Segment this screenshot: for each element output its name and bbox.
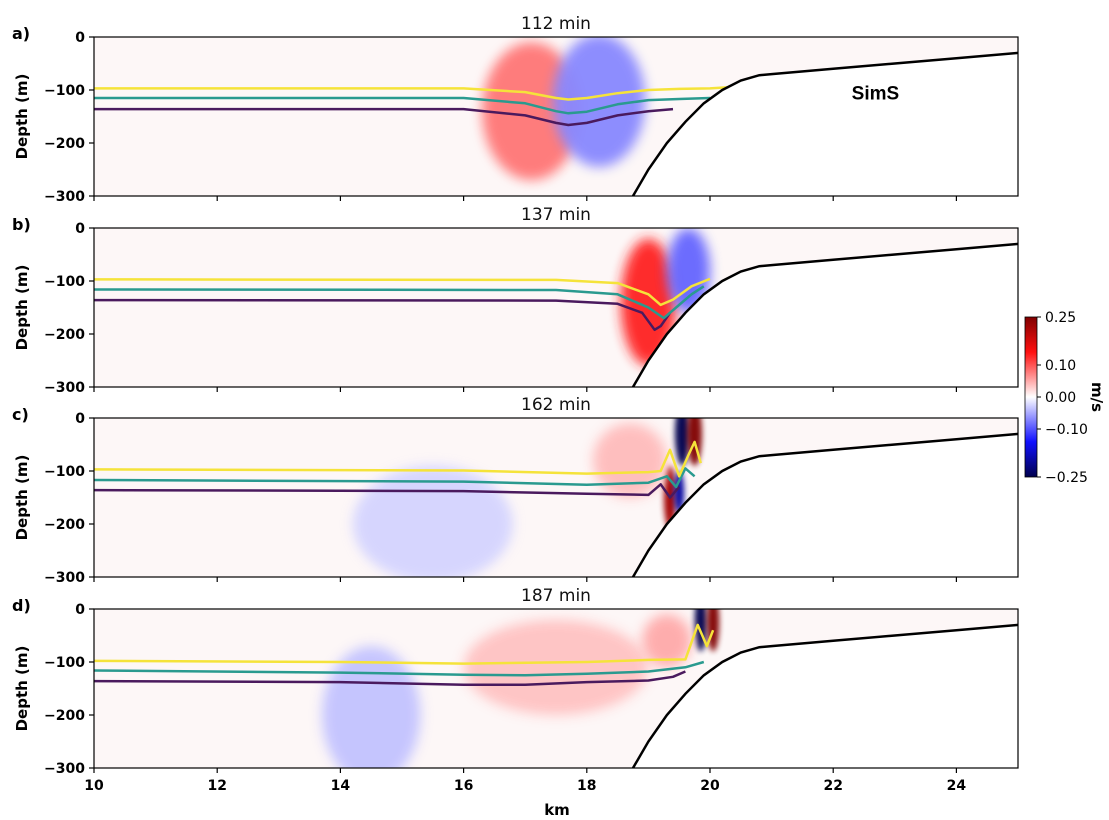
simulation-annotation: SimS — [852, 84, 900, 105]
y-tick-label: 0 — [75, 30, 85, 46]
colorbar-tick-label: −0.10 — [1045, 422, 1088, 438]
panel-label: c) — [12, 405, 29, 424]
panel-frame — [93, 608, 1019, 769]
velocity-patch — [592, 423, 667, 498]
panel-title: 112 min — [521, 14, 591, 34]
x-tick-label: 18 — [577, 778, 596, 794]
x-tick-label: 20 — [700, 778, 720, 794]
seafloor-fill — [633, 52, 1018, 196]
isopycnal-middle — [94, 467, 696, 489]
y-tick-label: −100 — [44, 464, 85, 480]
y-tick-label: −200 — [44, 327, 85, 343]
panel-title: 162 min — [521, 395, 591, 415]
y-tick-label: −300 — [44, 380, 85, 396]
y-tick-label: −200 — [44, 517, 85, 533]
seafloor-fill — [633, 624, 1018, 768]
panel-frame — [93, 417, 1019, 578]
panel-d: 0 −100 −200 −300 187 min d) Depth (m) — [12, 586, 1019, 777]
colorbar: 0.25 0.10 0.00 −0.10 −0.25 m/s — [1024, 310, 1106, 486]
panel-label: b) — [12, 215, 31, 234]
y-tick-label: 0 — [75, 411, 85, 427]
bathymetry-line — [631, 242, 1018, 387]
colorbar-label: m/s — [1088, 382, 1106, 412]
isopycnal-middle — [94, 285, 705, 320]
y-tick-label: −100 — [44, 83, 85, 99]
velocity-patch — [642, 614, 692, 668]
bathymetry-line — [631, 623, 1018, 768]
velocity-patch — [352, 465, 513, 577]
isopycnal-middle — [94, 96, 711, 115]
y-tick-label: −300 — [44, 570, 85, 586]
colorbar-tick-label: −0.25 — [1045, 470, 1088, 486]
y-tick-label: −100 — [44, 274, 85, 290]
x-tick-label: 12 — [207, 778, 226, 794]
y-tick-label: 0 — [75, 602, 85, 618]
y-axis-label: Depth (m) — [13, 646, 31, 732]
isopycnal-lower — [94, 483, 681, 499]
isopycnal-lower — [94, 298, 672, 332]
velocity-patch — [552, 37, 646, 167]
isopycnal-lower — [94, 670, 686, 687]
y-tick-label: −300 — [44, 761, 85, 777]
panel-label: d) — [12, 596, 31, 615]
isopycnal-lower — [94, 107, 674, 127]
y-tick-label: −300 — [44, 189, 85, 205]
y-axis-label: Depth (m) — [13, 265, 31, 351]
y-axis-label: Depth (m) — [13, 74, 31, 160]
seafloor-fill — [633, 433, 1018, 577]
y-tick-label: 0 — [75, 221, 85, 237]
bathymetry-line — [631, 51, 1018, 196]
y-tick-label: −100 — [44, 655, 85, 671]
panel-label: a) — [12, 24, 30, 43]
panel-c: 0 −100 −200 −300 162 min c) Depth (m) — [12, 395, 1019, 586]
isopycnal-upper — [94, 440, 702, 478]
panel-b: 0 −100 −200 −300 137 min b) Depth (m) — [12, 205, 1019, 396]
colorbar-tick-label: 0.00 — [1045, 390, 1076, 406]
velocity-patch — [482, 42, 581, 181]
x-tick-label: 10 — [84, 778, 104, 794]
panel-title: 137 min — [521, 205, 591, 225]
y-tick-label: −200 — [44, 136, 85, 152]
isopycnal-upper — [94, 277, 711, 307]
colorbar-bar — [1024, 316, 1038, 478]
panel-title: 187 min — [521, 586, 591, 606]
bathymetry-line — [631, 432, 1018, 577]
x-tick-label: 14 — [331, 778, 351, 794]
y-tick-label: −200 — [44, 708, 85, 724]
velocity-patch — [674, 418, 690, 466]
x-tick-label: 24 — [947, 778, 967, 794]
panel-frame — [93, 36, 1019, 197]
velocity-patch — [674, 471, 685, 514]
panel-a: 0 −100 −200 −300 112 min a) Depth (m) SimS — [12, 14, 1019, 205]
velocity-patch — [321, 646, 421, 768]
isopycnal-upper — [94, 86, 729, 101]
colorbar-tick-label: 0.10 — [1045, 358, 1076, 374]
velocity-patch — [620, 238, 677, 366]
y-axis-label: Depth (m) — [13, 455, 31, 541]
x-axis-label: km — [544, 801, 570, 819]
x-tick-label: 16 — [454, 778, 473, 794]
isopycnal-middle — [94, 660, 705, 677]
colorbar-tick-label: 0.25 — [1045, 310, 1076, 326]
seafloor-fill — [633, 243, 1018, 387]
velocity-patch — [463, 619, 649, 715]
panel-frame — [93, 227, 1019, 388]
isopycnal-upper — [94, 623, 715, 665]
x-tick-label: 22 — [823, 778, 842, 794]
velocity-patch — [666, 228, 710, 313]
